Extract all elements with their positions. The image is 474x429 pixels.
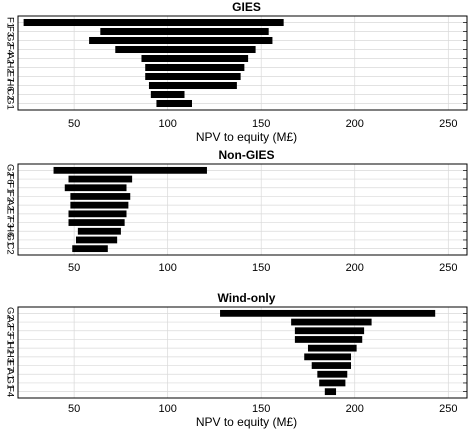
bar-H3: [304, 353, 352, 361]
category-label: F2: [5, 191, 16, 202]
category-label: F3: [5, 325, 16, 336]
category-label: H3: [5, 351, 16, 363]
bar-G1: [75, 236, 118, 244]
category-label: F4: [5, 386, 16, 397]
bar-F3: [68, 219, 125, 226]
bar-A2: [70, 201, 129, 209]
category-label: A1: [5, 368, 16, 380]
x-tick-label: 100: [158, 118, 176, 130]
x-tick-label: 50: [68, 118, 80, 130]
x-axis-label: NPV to equity (M£): [196, 415, 297, 429]
category-label: G1: [5, 234, 16, 247]
panel-title: Wind-only: [218, 291, 276, 305]
category-label: G2: [5, 307, 16, 320]
category-label: G1: [5, 97, 16, 110]
bar-F1: [23, 18, 284, 27]
x-tick-label: 150: [252, 118, 270, 130]
bar-A2: [141, 54, 249, 63]
bar-F3: [294, 327, 365, 335]
category-label: H2: [5, 342, 16, 354]
bar-F4: [324, 388, 337, 396]
x-tick-label: 150: [252, 262, 270, 274]
bar-G2: [53, 166, 207, 174]
bar-E7: [68, 210, 127, 218]
category-label: F4: [5, 44, 16, 55]
category-label: G2: [5, 34, 16, 47]
category-label: H2: [5, 61, 16, 73]
category-label: F1: [5, 182, 16, 193]
category-label: F1: [5, 17, 16, 28]
x-tick-label: 250: [439, 118, 457, 130]
x-tick-label: 50: [68, 262, 80, 274]
category-label: E7: [5, 71, 16, 83]
bar-C2: [150, 90, 185, 99]
x-tick-label: 200: [346, 262, 364, 274]
bar-C2: [72, 245, 108, 253]
category-label: F6: [5, 174, 16, 185]
x-tick-label: 200: [346, 118, 364, 130]
bar-F1: [64, 184, 127, 192]
bar-F4: [115, 45, 256, 54]
category-label: F1: [5, 334, 16, 345]
plot-frame: [17, 163, 468, 256]
x-tick-label: 150: [252, 403, 270, 415]
bar-F2: [70, 193, 131, 200]
x-tick-label: 100: [158, 403, 176, 415]
category-label: G1: [5, 377, 16, 390]
panel-title: GIES: [232, 0, 261, 14]
bar-H2: [307, 344, 357, 352]
category-label: H6: [5, 225, 16, 237]
category-label: C2: [5, 243, 16, 255]
bar-H6: [148, 81, 237, 90]
category-label: H6: [5, 79, 16, 91]
panel-title: Non-GIES: [219, 148, 275, 162]
x-tick-label: 250: [439, 403, 457, 415]
plot-frame: [17, 15, 468, 111]
bar-G1: [319, 379, 346, 387]
category-label: A2: [5, 53, 16, 65]
category-label: A2: [5, 199, 16, 211]
bar-A1: [317, 370, 348, 378]
x-tick-label: 200: [346, 403, 364, 415]
x-tick-label: 100: [158, 262, 176, 274]
bar-E7: [145, 72, 241, 81]
bar-F1: [294, 336, 363, 343]
x-tick-label: 50: [68, 403, 80, 415]
bar-G2: [220, 309, 436, 317]
bar-H2: [145, 63, 245, 72]
category-label: E7: [5, 360, 16, 372]
category-label: F3: [5, 217, 16, 228]
category-label: C2: [5, 88, 16, 100]
x-tick-label: 250: [439, 262, 457, 274]
x-axis-label: NPV to equity (M£): [196, 130, 297, 144]
bar-G1: [156, 99, 192, 108]
category-label: G2: [5, 164, 16, 177]
bar-F6: [68, 175, 133, 183]
plot-frame: [17, 306, 468, 399]
bar-H6: [77, 227, 121, 235]
category-label: A2: [5, 316, 16, 328]
bar-E7: [311, 362, 352, 369]
bar-G2: [89, 36, 273, 45]
bar-A2: [291, 318, 372, 326]
bar-F3: [100, 27, 269, 36]
category-label: F3: [5, 26, 16, 37]
category-label: E7: [5, 208, 16, 220]
